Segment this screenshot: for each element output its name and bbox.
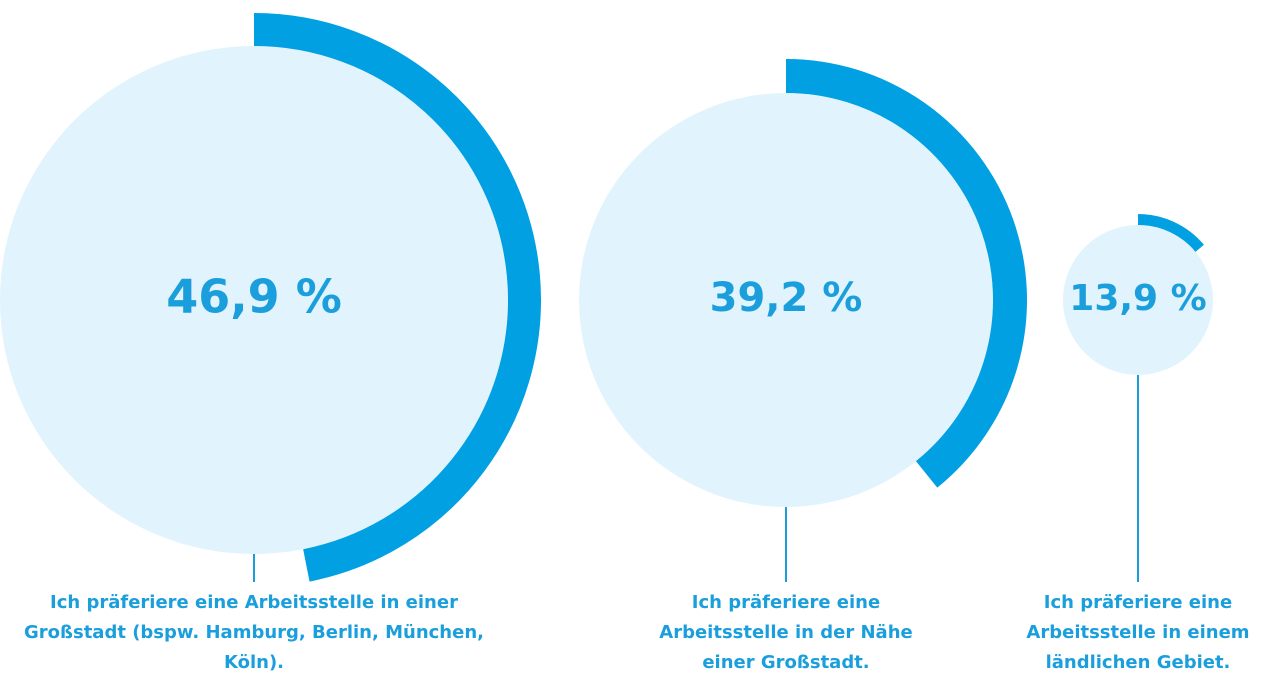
track-circle <box>1063 225 1213 375</box>
value-label: 13,9 % <box>1069 278 1206 319</box>
track-circle <box>0 46 508 554</box>
category-label: Ich präferiere eine Arbeitsstelle in ein… <box>1026 592 1250 673</box>
track-circle <box>579 93 993 507</box>
category-label: Ich präferiere eine Arbeitsstelle in ein… <box>24 592 484 673</box>
progress-arc <box>1137 214 1204 252</box>
value-label: 46,9 % <box>166 270 342 324</box>
progress-arc <box>785 59 1027 488</box>
value-label: 39,2 % <box>710 275 863 321</box>
category-label: Ich präferiere eine Arbeitsstelle in der… <box>659 592 913 673</box>
progress-arc <box>253 13 541 582</box>
